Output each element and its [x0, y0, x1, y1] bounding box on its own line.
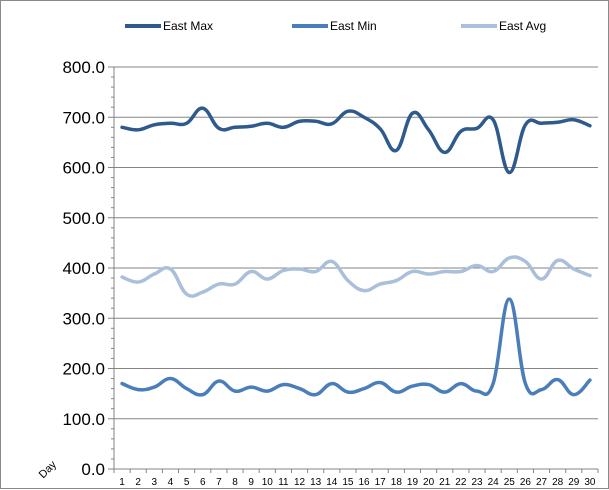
x-tick-label: 21	[439, 477, 451, 488]
x-tick-label: 9	[248, 477, 254, 488]
y-tick-label: 300.0	[62, 309, 105, 328]
x-tick-label: 26	[520, 477, 532, 488]
x-tick-label: 28	[552, 477, 564, 488]
y-tick-label: 700.0	[62, 108, 105, 127]
x-tick-label: 14	[326, 477, 338, 488]
x-tick-label: 8	[232, 477, 238, 488]
legend: East Max East Min East Avg	[125, 19, 546, 33]
series-lines	[120, 106, 592, 397]
x-tick-label: 12	[294, 477, 306, 488]
y-tick-label: 500.0	[62, 209, 105, 228]
y-tick-label: 200.0	[62, 360, 105, 379]
x-tick-label: 6	[200, 477, 206, 488]
x-tick-label: 18	[391, 477, 403, 488]
gridlines	[114, 66, 598, 420]
x-tick-label: 3	[152, 477, 158, 488]
x-tick-label: 20	[423, 477, 435, 488]
y-tick-label: 800.0	[62, 58, 105, 77]
x-tick-label: 27	[536, 477, 548, 488]
legend-label-east-max: East Max	[163, 19, 213, 33]
y-tick-label: 400.0	[62, 259, 105, 278]
x-tick-label: 29	[568, 477, 580, 488]
series-line-east-max	[120, 106, 592, 175]
x-tick-label: 5	[184, 477, 190, 488]
x-tick-label: 13	[310, 477, 322, 488]
x-tick-label: 23	[471, 477, 483, 488]
x-tick-label: 30	[584, 477, 596, 488]
legend-label-east-min: East Min	[330, 19, 377, 33]
x-tick-label: 7	[216, 477, 222, 488]
x-tick-label: 16	[359, 477, 371, 488]
x-tick-label: 19	[407, 477, 419, 488]
y-tick-label: 0.0	[81, 460, 105, 479]
series-line-east-min	[120, 297, 592, 397]
x-axis-label: Day	[37, 458, 60, 481]
x-tick-label: 11	[278, 477, 289, 488]
x-tick-label: 15	[342, 477, 354, 488]
legend-label-east-avg: East Avg	[499, 19, 546, 33]
x-tick-label: 10	[262, 477, 274, 488]
x-tick-label: 4	[168, 477, 174, 488]
x-axis-ticks: 1 2 3 4 5 6 7 8 9 10 11 12 13 14 15 16 17 18 19 20 21 22 23 24 2…	[113, 469, 599, 488]
x-tick-label: 22	[455, 477, 467, 488]
x-tick-label: 1	[119, 477, 125, 488]
y-tick-label: 100.0	[62, 410, 105, 429]
y-axis-ticks: 0.0 100.0 200.0 300.0 400.0 500.0 600.0 700.0 80…	[62, 58, 105, 479]
x-tick-label: 17	[375, 477, 387, 488]
x-tick-label: 2	[135, 477, 141, 488]
series-line-east-avg	[120, 255, 592, 298]
y-tick-label: 600.0	[62, 159, 105, 178]
x-tick-label: 24	[488, 477, 500, 488]
x-tick-label: 25	[504, 477, 516, 488]
